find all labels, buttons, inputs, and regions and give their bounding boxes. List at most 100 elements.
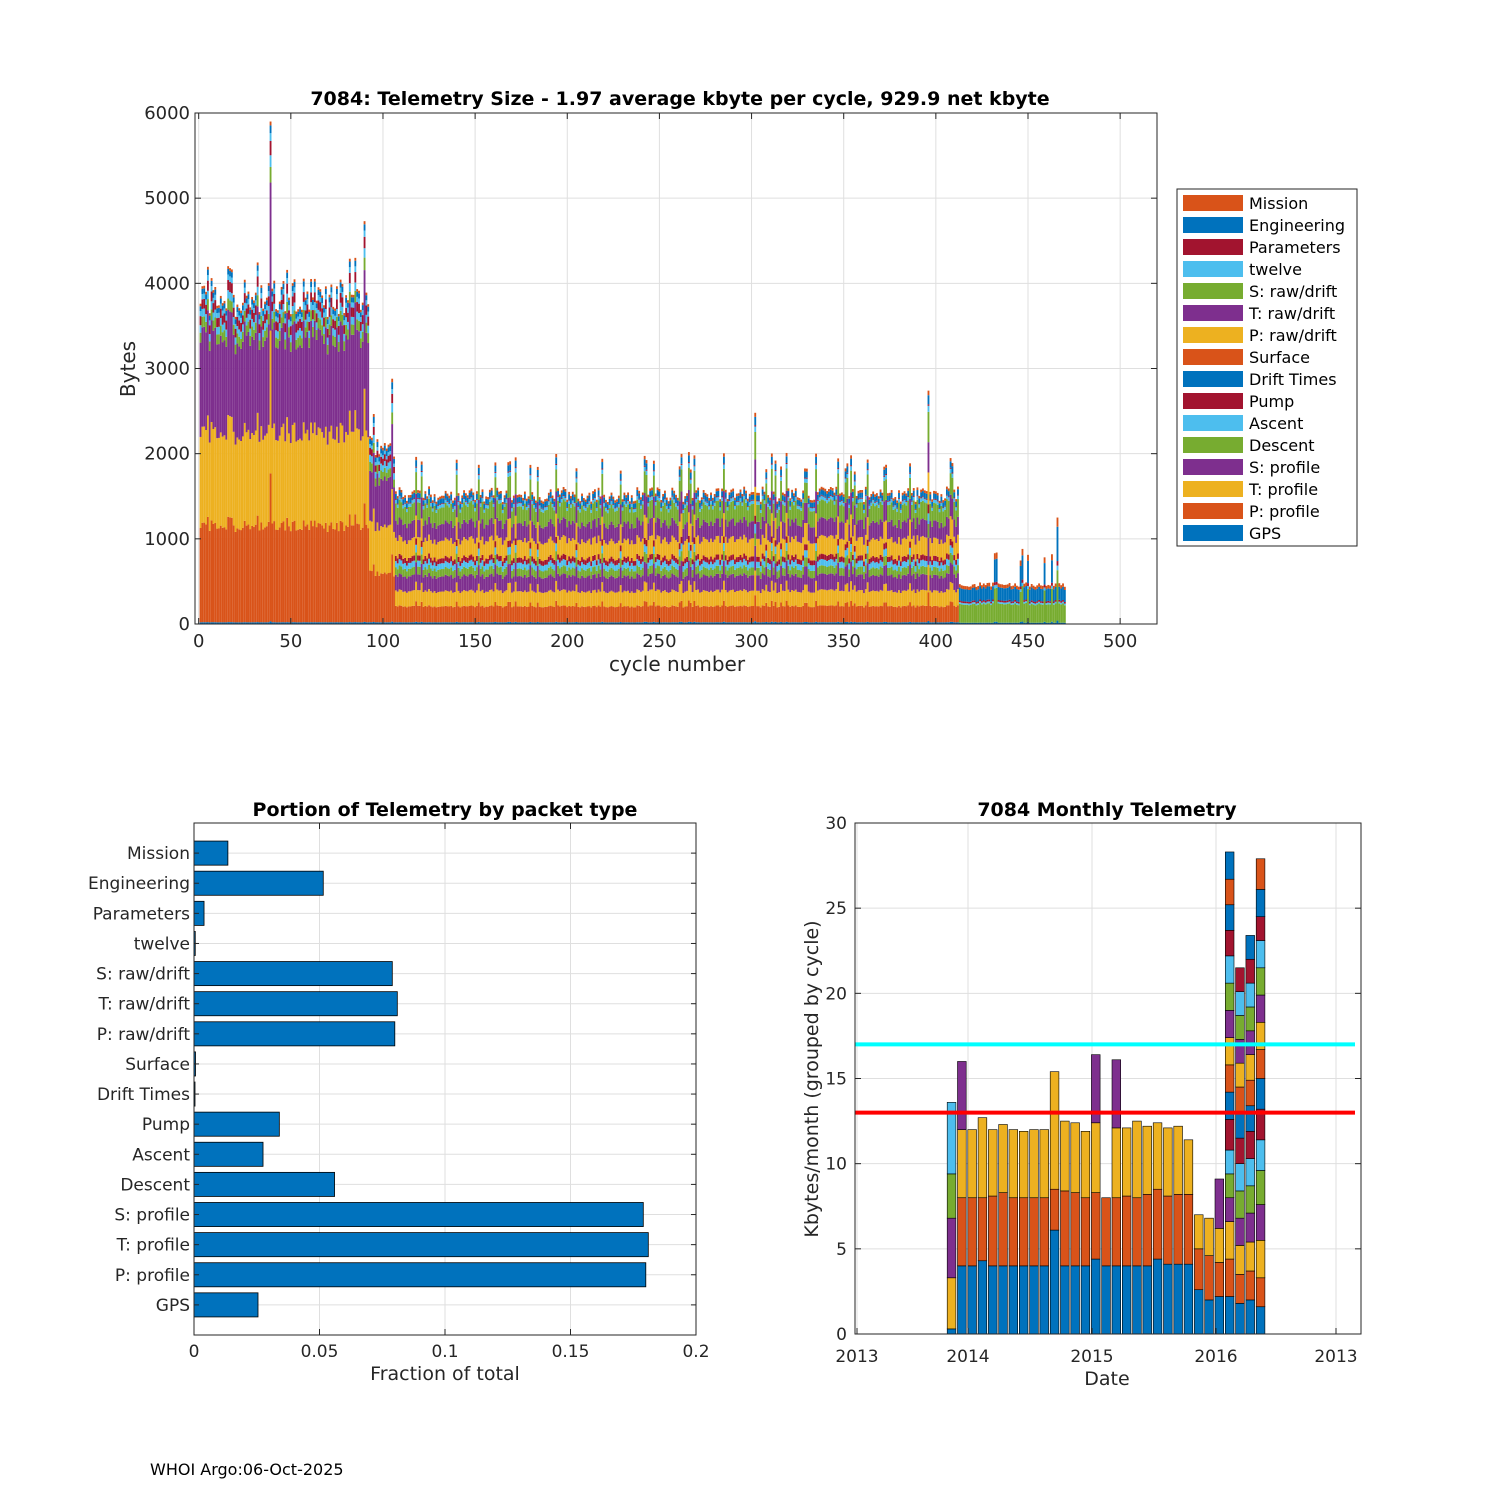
bar-segment	[300, 347, 303, 441]
bar-segment	[623, 556, 626, 562]
bar-segment	[643, 465, 646, 467]
bar-segment	[413, 574, 416, 591]
bar-segment	[774, 460, 777, 464]
bar-segment	[453, 525, 456, 543]
bar-segment	[282, 294, 285, 305]
bar-segment	[811, 622, 814, 624]
bar-segment	[722, 513, 725, 537]
bar-segment	[481, 605, 484, 623]
bar-segment	[868, 541, 871, 560]
bar-segment	[621, 570, 624, 578]
bar-segment	[404, 523, 407, 541]
bar-segment	[229, 270, 231, 277]
bar-segment	[247, 313, 250, 322]
bar-segment	[844, 550, 847, 558]
bar-segment	[402, 505, 405, 509]
bar-segment	[754, 595, 757, 622]
bar-segment	[809, 607, 812, 623]
bar-segment	[706, 557, 709, 563]
bar-segment	[232, 307, 235, 317]
bar-segment	[656, 565, 659, 574]
bar-segment	[299, 438, 301, 529]
bar-segment	[254, 292, 257, 296]
bar-segment	[887, 522, 889, 540]
bar-segment	[793, 539, 795, 557]
bar-segment	[507, 547, 510, 555]
bar-segment	[525, 510, 528, 527]
bar-segment	[649, 497, 652, 501]
bar-segment	[890, 590, 893, 606]
bar-segment	[571, 491, 574, 495]
bar-segment	[509, 471, 512, 477]
bar-segment	[892, 498, 895, 501]
bar-segment	[641, 504, 644, 522]
bar-segment	[487, 591, 489, 607]
bar-segment	[227, 516, 230, 623]
bar-segment	[660, 592, 663, 608]
bar-segment	[828, 496, 830, 498]
bar-segment	[730, 519, 733, 537]
bar-segment	[647, 502, 650, 504]
bar-segment	[260, 326, 263, 427]
bar-segment	[700, 497, 703, 500]
bar-segment	[802, 560, 805, 567]
bar-segment	[536, 549, 539, 557]
bar-segment	[407, 506, 410, 524]
bar-segment	[719, 507, 722, 511]
bar-segment	[833, 504, 836, 522]
bar-segment	[726, 501, 729, 507]
bar-segment	[767, 622, 770, 624]
bar-segment	[512, 591, 515, 607]
bar-segment	[605, 578, 607, 593]
bar-segment	[549, 489, 552, 492]
bar-segment	[848, 507, 851, 525]
bar-segment	[523, 491, 526, 495]
bar-segment	[704, 606, 707, 623]
bar-segment	[531, 500, 534, 505]
bar-segment	[464, 501, 467, 506]
bar-segment	[645, 460, 648, 464]
bar-segment	[479, 562, 482, 569]
bar-segment	[809, 560, 812, 566]
bar-segment	[546, 505, 548, 507]
bar-segment	[748, 539, 751, 558]
bar-segment	[431, 622, 434, 624]
bar-segment	[903, 590, 906, 606]
bar-segment	[562, 489, 565, 495]
bar-segment	[308, 347, 311, 441]
bar-segment	[798, 509, 801, 526]
bar-segment	[558, 506, 561, 524]
bar-segment	[490, 535, 493, 555]
bar-segment	[765, 566, 768, 585]
bar-segment	[570, 498, 572, 504]
bar-segment	[564, 536, 567, 555]
bar-segment	[518, 494, 521, 497]
bar-segment	[776, 561, 779, 566]
bar-segment	[595, 543, 598, 561]
bar-segment	[284, 441, 287, 531]
bar-segment	[335, 622, 338, 624]
bar-segment	[632, 571, 635, 579]
bar-segment	[551, 523, 554, 541]
bar-segment	[289, 443, 292, 532]
bar-segment	[505, 493, 508, 499]
bar-segment	[345, 431, 348, 526]
bar-segment	[501, 578, 504, 594]
bar-segment	[221, 342, 224, 437]
bar-segment	[658, 491, 661, 497]
bar-segment	[512, 523, 515, 541]
bar-segment	[704, 590, 707, 607]
bar-segment	[300, 321, 303, 331]
bar-segment	[874, 496, 876, 502]
bar-segment	[536, 602, 539, 622]
bar-segment	[802, 622, 805, 624]
bar-segment	[829, 622, 832, 624]
bar-segment	[225, 308, 228, 311]
bar-segment	[610, 492, 613, 496]
bar-segment	[791, 501, 794, 520]
bar-segment	[759, 622, 762, 624]
bar-segment	[424, 493, 427, 499]
bar-segment	[453, 577, 456, 593]
bar-segment	[638, 537, 641, 556]
bar-segment	[444, 498, 447, 500]
